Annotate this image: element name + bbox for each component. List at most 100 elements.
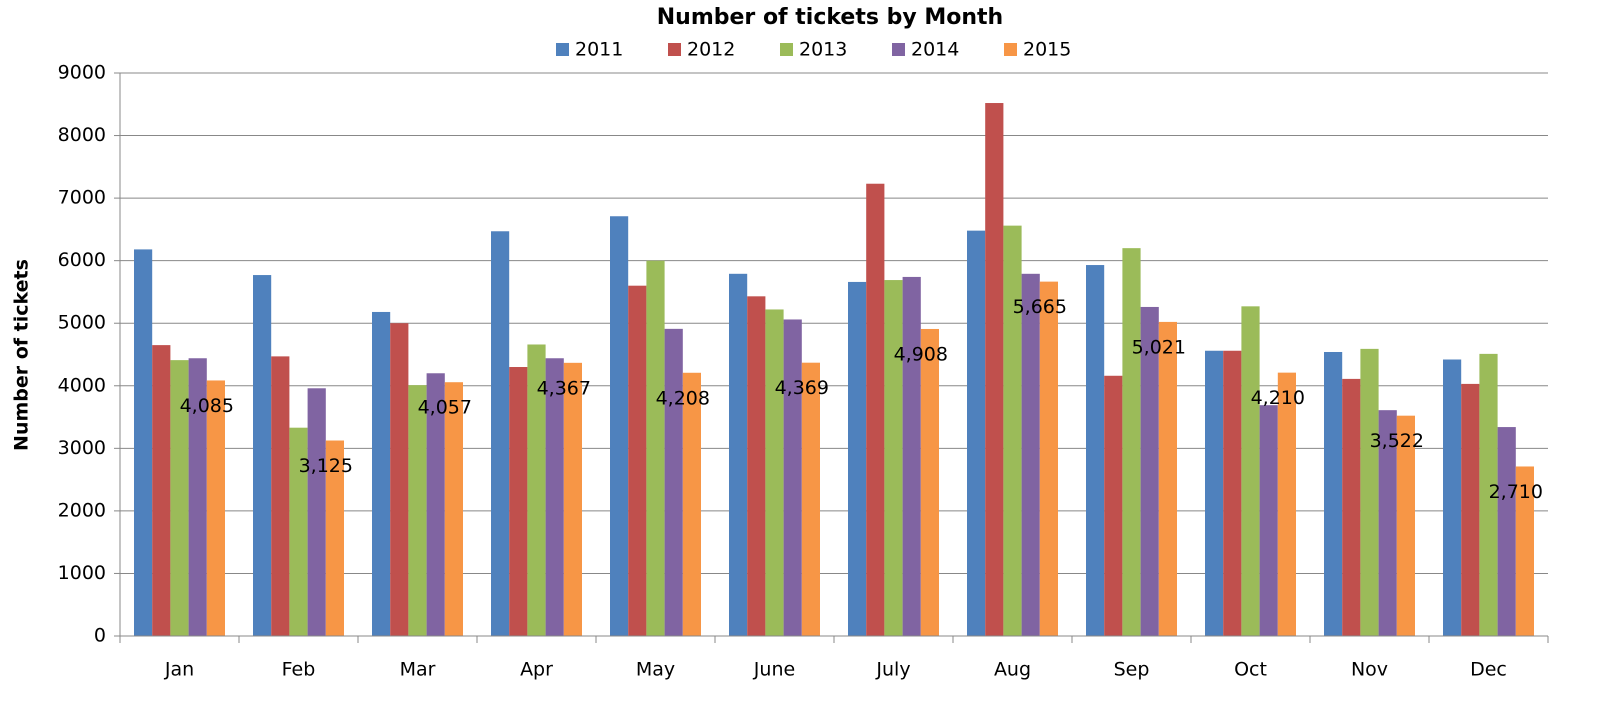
data-label: 4,085: [180, 395, 234, 417]
x-tick-label: Apr: [520, 659, 553, 681]
bar: [783, 319, 802, 636]
bar: [444, 382, 463, 636]
bar: [1140, 306, 1159, 636]
bar: [664, 328, 683, 636]
data-label: 5,021: [1132, 336, 1186, 358]
bar: [1378, 410, 1397, 636]
bar: [372, 311, 391, 636]
bar: [408, 385, 427, 636]
data-label: 3,522: [1370, 430, 1424, 452]
bar: [646, 260, 665, 636]
bar: [1479, 353, 1498, 636]
bar: [1461, 383, 1480, 636]
legend-label: 2013: [799, 39, 847, 61]
x-tick-label: July: [875, 659, 910, 681]
x-tick-label: May: [636, 659, 675, 681]
bar: [1223, 350, 1242, 636]
bar: [509, 367, 528, 636]
bar: [1122, 248, 1141, 636]
bar: [1003, 225, 1022, 636]
legend-label: 2012: [687, 39, 735, 61]
bar: [765, 309, 784, 636]
bar: [491, 231, 510, 636]
y-tick-label: 9000: [58, 62, 106, 84]
legend-swatch: [1004, 43, 1017, 56]
y-tick-label: 8000: [58, 124, 106, 146]
bar: [390, 323, 409, 636]
bar: [206, 380, 225, 636]
x-tick-label: June: [753, 659, 795, 681]
legend-label: 2014: [911, 39, 959, 61]
bar: [866, 183, 885, 636]
bar: [747, 296, 766, 636]
bar: [271, 356, 290, 636]
bar: [1443, 359, 1462, 636]
x-tick-label: Jan: [164, 659, 194, 681]
bar: [1039, 281, 1058, 636]
x-tick-label: Oct: [1234, 659, 1267, 681]
legend-swatch: [780, 43, 793, 56]
y-tick-label: 0: [94, 625, 106, 647]
bar: [1241, 306, 1260, 636]
bar: [920, 328, 939, 636]
legend-label: 2011: [575, 39, 623, 61]
x-tick-label: Aug: [994, 659, 1031, 681]
bar: [682, 372, 701, 636]
x-tick-label: Nov: [1351, 659, 1388, 681]
y-tick-label: 4000: [58, 374, 106, 396]
bar: [545, 358, 564, 636]
legend-swatch: [668, 43, 681, 56]
bar: [610, 216, 629, 636]
data-label: 4,210: [1251, 387, 1305, 409]
x-tick-label: Feb: [282, 659, 316, 681]
bar: [1277, 372, 1296, 636]
y-tick-label: 5000: [58, 312, 106, 334]
bar: [307, 388, 326, 636]
data-label: 5,665: [1013, 296, 1067, 318]
bar: [1158, 321, 1177, 636]
bar: [967, 230, 986, 636]
bar: [884, 280, 903, 636]
bar: [1086, 265, 1105, 636]
x-tick-label: Sep: [1114, 659, 1150, 681]
bar: [170, 360, 189, 636]
chart-title: Number of tickets by Month: [657, 5, 1003, 30]
bar: [1324, 351, 1343, 636]
y-tick-label: 7000: [58, 187, 106, 209]
y-tick-label: 6000: [58, 249, 106, 271]
data-label: 3,125: [299, 455, 353, 477]
bar: [902, 276, 921, 636]
data-label: 4,208: [656, 387, 710, 409]
x-tick-label: Mar: [400, 659, 436, 681]
data-label: 4,369: [775, 377, 829, 399]
bar: [1021, 273, 1040, 636]
bar: [628, 285, 647, 636]
bar: [1104, 375, 1123, 636]
bar: [152, 345, 171, 636]
y-tick-label: 3000: [58, 437, 106, 459]
legend-label: 2015: [1023, 39, 1071, 61]
bar: [848, 281, 867, 636]
bar: [729, 273, 748, 636]
y-tick-label: 1000: [58, 562, 106, 584]
bar: [985, 103, 1004, 636]
data-label: 4,057: [418, 397, 472, 419]
bar: [289, 427, 308, 636]
bar: [253, 275, 272, 636]
bar: [1515, 466, 1534, 636]
bar: [188, 358, 207, 636]
bar: [1360, 348, 1379, 636]
bar: [426, 373, 445, 636]
bar: [801, 362, 820, 636]
bar: [1342, 378, 1361, 636]
data-label: 4,908: [894, 343, 948, 365]
bar: [325, 440, 344, 636]
bar: [1497, 427, 1516, 636]
bar: [1396, 415, 1415, 636]
bar: [134, 249, 153, 636]
data-label: 4,367: [537, 377, 591, 399]
bar: [1259, 405, 1278, 636]
y-axis-label: Number of tickets: [11, 259, 33, 451]
legend-swatch: [556, 43, 569, 56]
